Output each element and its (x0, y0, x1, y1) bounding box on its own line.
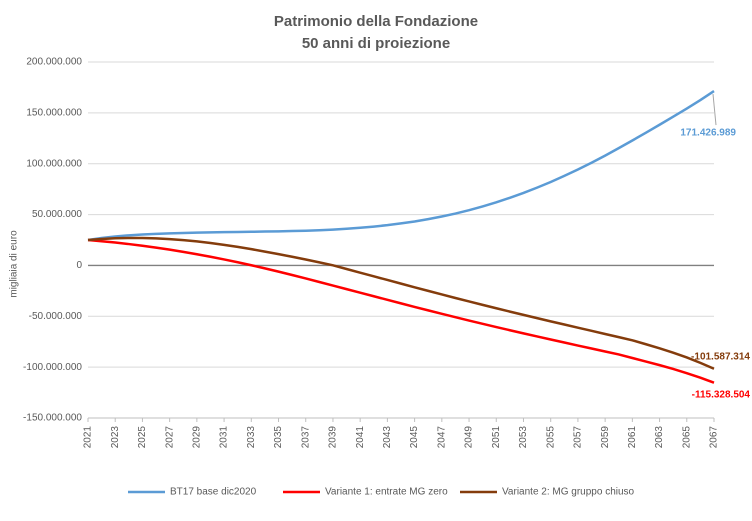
x-tick-label: 2051 (491, 426, 502, 449)
x-tick-label: 2039 (328, 426, 339, 449)
x-tick-label: 2027 (164, 426, 175, 449)
x-tick-label: 2059 (600, 426, 611, 449)
x-tick-label: 2023 (110, 426, 121, 449)
x-tick-label: 2049 (464, 426, 475, 449)
y-tick-label: -150.000.000 (23, 413, 82, 424)
y-tick-label: 200.000.000 (26, 57, 82, 68)
legend-label: BT17 base dic2020 (170, 487, 257, 498)
chart-title: Patrimonio della Fondazione (274, 13, 478, 30)
x-tick-label: 2029 (192, 426, 203, 449)
y-tick-label: -100.000.000 (23, 362, 82, 373)
data-label: 171.426.989 (680, 128, 736, 139)
y-tick-label: -50.000.000 (29, 311, 83, 322)
x-tick-label: 2047 (436, 426, 447, 449)
x-tick-label: 2045 (409, 426, 420, 449)
y-tick-label: 150.000.000 (26, 107, 82, 118)
y-tick-label: 100.000.000 (26, 158, 82, 169)
series-line (87, 238, 715, 384)
x-tick-label: 2033 (246, 426, 257, 449)
x-tick-label: 2043 (382, 426, 393, 449)
x-tick-label: 2025 (137, 426, 148, 449)
x-tick-label: 2065 (681, 426, 692, 449)
x-tick-label: 2057 (573, 426, 584, 449)
chart-subtitle: 50 anni di proiezione (302, 35, 450, 52)
y-tick-label: 0 (76, 260, 82, 271)
x-tick-label: 2063 (654, 426, 665, 449)
series-line (87, 236, 715, 370)
data-label: -115.328.504 (692, 389, 751, 400)
series-line (87, 90, 715, 242)
x-tick-label: 2035 (273, 426, 284, 449)
x-tick-label: 2021 (83, 426, 94, 449)
y-axis-label: migliaia di euro (9, 230, 20, 298)
x-tick-label: 2055 (545, 426, 556, 449)
legend-label: Variante 2: MG gruppo chiuso (502, 487, 635, 498)
y-tick-label: 50.000.000 (32, 209, 82, 220)
x-tick-label: 2037 (300, 426, 311, 449)
legend-label: Variante 1: entrate MG zero (325, 487, 448, 498)
x-tick-label: 2061 (627, 426, 638, 449)
x-tick-label: 2031 (219, 426, 230, 449)
label-leader (712, 94, 717, 126)
data-label: -101.587.314 (691, 351, 750, 362)
x-tick-label: 2053 (518, 426, 529, 449)
x-tick-label: 2067 (709, 426, 720, 449)
x-tick-label: 2041 (355, 426, 366, 449)
